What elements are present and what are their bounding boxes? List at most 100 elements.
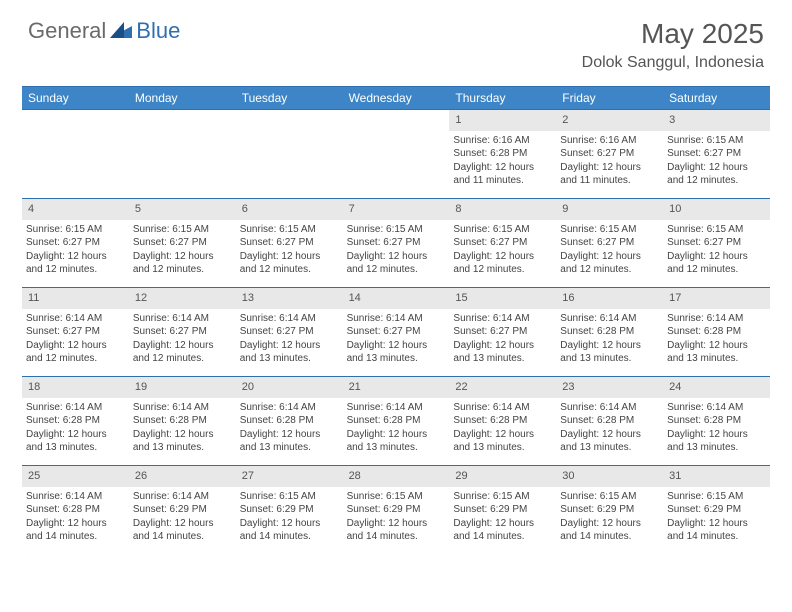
daylight-text: Daylight: 12 hours [453, 339, 552, 353]
day-number: 31 [663, 466, 770, 487]
day-number: 22 [449, 377, 556, 398]
calendar-day-cell: 27 Sunrise: 6:15 AMSunset: 6:29 PMDayligh… [236, 466, 343, 554]
sunrise-text: Sunrise: 6:15 AM [347, 490, 446, 504]
calendar-day-cell: 29 Sunrise: 6:15 AMSunset: 6:29 PMDayligh… [449, 466, 556, 554]
weekday-label: Sunday [22, 87, 129, 109]
daylight-text: Daylight: 12 hours [347, 428, 446, 442]
daylight-text: Daylight: 12 hours [240, 517, 339, 531]
calendar-day-cell: 23Sunrise: 6:14 AMSunset: 6:28 PMDayligh… [556, 377, 663, 465]
sunrise-text: Sunrise: 6:15 AM [560, 490, 659, 504]
day-number: 9 [556, 199, 663, 220]
calendar-week-row: 1Sunrise: 6:16 AMSunset: 6:28 PMDaylight… [22, 109, 770, 198]
sunset-text: Sunset: 6:27 PM [667, 236, 766, 250]
daylight-text: Daylight: 12 hours [453, 517, 552, 531]
daylight-text: Daylight: 12 hours [347, 339, 446, 353]
day-number: 29 [449, 466, 556, 487]
sunset-text: Sunset: 6:28 PM [26, 503, 125, 517]
sunrise-text: Sunrise: 6:14 AM [453, 401, 552, 415]
sunrise-text: Sunrise: 6:14 AM [26, 401, 125, 415]
page-header: General Blue May 2025 Dolok Sanggul, Ind… [0, 0, 792, 82]
calendar-day-cell: 15Sunrise: 6:14 AMSunset: 6:27 PMDayligh… [449, 288, 556, 376]
daylight-text: Daylight: 12 hours [133, 250, 232, 264]
day-number: 16 [556, 288, 663, 309]
day-number: 27 [236, 466, 343, 487]
day-number: 12 [129, 288, 236, 309]
sunset-text: Sunset: 6:27 PM [133, 325, 232, 339]
calendar-day-cell: 16Sunrise: 6:14 AMSunset: 6:28 PMDayligh… [556, 288, 663, 376]
sunset-text: Sunset: 6:28 PM [560, 325, 659, 339]
sunrise-text: Sunrise: 6:14 AM [26, 312, 125, 326]
day-number: 18 [22, 377, 129, 398]
sunset-text: Sunset: 6:27 PM [453, 325, 552, 339]
daylight-text: and 14 minutes. [453, 530, 552, 544]
daylight-text: Daylight: 12 hours [240, 250, 339, 264]
sunrise-text: Sunrise: 6:15 AM [667, 490, 766, 504]
day-number: 10 [663, 199, 770, 220]
sunrise-text: Sunrise: 6:14 AM [26, 490, 125, 504]
calendar-day-cell: 26Sunrise: 6:14 AMSunset: 6:29 PMDayligh… [129, 466, 236, 554]
daylight-text: Daylight: 12 hours [26, 250, 125, 264]
daylight-text: Daylight: 12 hours [560, 339, 659, 353]
daylight-text: Daylight: 12 hours [453, 250, 552, 264]
sunset-text: Sunset: 6:27 PM [240, 325, 339, 339]
daylight-text: Daylight: 12 hours [560, 161, 659, 175]
weeks-container: 1Sunrise: 6:16 AMSunset: 6:28 PMDaylight… [22, 109, 770, 554]
weekday-label: Friday [556, 87, 663, 109]
daylight-text: and 12 minutes. [347, 263, 446, 277]
day-number: 21 [343, 377, 450, 398]
sunrise-text: Sunrise: 6:15 AM [240, 490, 339, 504]
calendar-week-row: 11Sunrise: 6:14 AMSunset: 6:27 PMDayligh… [22, 287, 770, 376]
calendar-day-cell: 1Sunrise: 6:16 AMSunset: 6:28 PMDaylight… [449, 110, 556, 198]
day-number: 4 [22, 199, 129, 220]
daylight-text: Daylight: 12 hours [560, 428, 659, 442]
calendar-day-cell [343, 110, 450, 198]
sunset-text: Sunset: 6:28 PM [667, 325, 766, 339]
sunset-text: Sunset: 6:27 PM [347, 325, 446, 339]
daylight-text: and 12 minutes. [133, 352, 232, 366]
sunset-text: Sunset: 6:29 PM [240, 503, 339, 517]
sunset-text: Sunset: 6:27 PM [26, 236, 125, 250]
calendar-day-cell: 21Sunrise: 6:14 AMSunset: 6:28 PMDayligh… [343, 377, 450, 465]
daylight-text: Daylight: 12 hours [453, 428, 552, 442]
daylight-text: and 12 minutes. [560, 263, 659, 277]
calendar-week-row: 18Sunrise: 6:14 AMSunset: 6:28 PMDayligh… [22, 376, 770, 465]
day-number: 3 [663, 110, 770, 131]
sunrise-text: Sunrise: 6:14 AM [667, 312, 766, 326]
sunset-text: Sunset: 6:29 PM [347, 503, 446, 517]
daylight-text: Daylight: 12 hours [26, 428, 125, 442]
sunrise-text: Sunrise: 6:14 AM [667, 401, 766, 415]
calendar-day-cell: 11Sunrise: 6:14 AMSunset: 6:27 PMDayligh… [22, 288, 129, 376]
calendar-day-cell: 2Sunrise: 6:16 AMSunset: 6:27 PMDaylight… [556, 110, 663, 198]
daylight-text: and 13 minutes. [667, 352, 766, 366]
daylight-text: and 13 minutes. [133, 441, 232, 455]
daylight-text: and 12 minutes. [26, 352, 125, 366]
calendar-day-cell [22, 110, 129, 198]
sunrise-text: Sunrise: 6:14 AM [240, 401, 339, 415]
day-number: 30 [556, 466, 663, 487]
daylight-text: and 14 minutes. [26, 530, 125, 544]
calendar-day-cell: 13Sunrise: 6:14 AMSunset: 6:27 PMDayligh… [236, 288, 343, 376]
sunrise-text: Sunrise: 6:15 AM [240, 223, 339, 237]
day-number: 14 [343, 288, 450, 309]
brand-part2: Blue [136, 18, 180, 44]
daylight-text: Daylight: 12 hours [347, 517, 446, 531]
day-number: 5 [129, 199, 236, 220]
day-number: 2 [556, 110, 663, 131]
day-number: 17 [663, 288, 770, 309]
calendar-day-cell [236, 110, 343, 198]
sunset-text: Sunset: 6:27 PM [133, 236, 232, 250]
sunrise-text: Sunrise: 6:15 AM [453, 490, 552, 504]
sunrise-text: Sunrise: 6:15 AM [347, 223, 446, 237]
daylight-text: and 13 minutes. [453, 441, 552, 455]
daylight-text: Daylight: 12 hours [240, 428, 339, 442]
daylight-text: and 13 minutes. [453, 352, 552, 366]
sunset-text: Sunset: 6:28 PM [667, 414, 766, 428]
sunset-text: Sunset: 6:28 PM [347, 414, 446, 428]
sunset-text: Sunset: 6:29 PM [453, 503, 552, 517]
day-number: 11 [22, 288, 129, 309]
daylight-text: Daylight: 12 hours [133, 339, 232, 353]
day-number: 25 [22, 466, 129, 487]
calendar-day-cell: 3Sunrise: 6:15 AMSunset: 6:27 PMDaylight… [663, 110, 770, 198]
day-number: 20 [236, 377, 343, 398]
sunset-text: Sunset: 6:29 PM [133, 503, 232, 517]
